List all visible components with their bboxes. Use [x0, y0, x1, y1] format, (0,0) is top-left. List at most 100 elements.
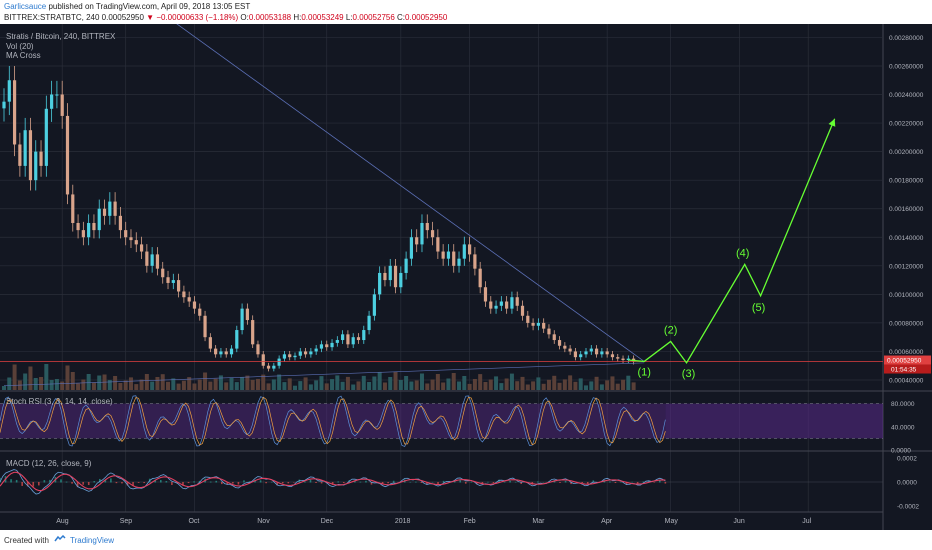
x-tick-label: Aug: [56, 518, 69, 525]
macd-histogram-bar: [281, 482, 284, 484]
macd-histogram-bar: [614, 482, 617, 484]
candle-body: [150, 254, 154, 266]
volume-bar: [515, 381, 520, 390]
volume-bar: [293, 385, 297, 390]
open-value: 0.00053188: [248, 13, 292, 22]
candle-body: [60, 94, 64, 116]
macd-histogram-bar: [171, 482, 173, 485]
macd-histogram-bar: [437, 482, 439, 485]
volume-bar: [441, 382, 446, 390]
volume-bar: [562, 379, 567, 390]
macd-legend: MACD (12, 26, close, 9): [6, 459, 92, 468]
volume-bar: [546, 379, 551, 390]
candle-body: [251, 320, 255, 345]
candle-body: [155, 254, 160, 269]
volume-bar: [144, 374, 149, 390]
volume-bar: [134, 384, 139, 390]
candle-body: [44, 108, 48, 166]
volume-bar: [345, 376, 350, 390]
x-tick-label: Oct: [188, 518, 199, 525]
volume-bar: [472, 379, 477, 390]
volume-bar: [457, 381, 462, 390]
volume-bar: [552, 375, 557, 390]
open-label: O:: [240, 13, 249, 22]
macd-histogram-bar: [38, 482, 40, 486]
trendline: [176, 24, 645, 362]
volume-bar: [303, 377, 308, 390]
volume-bar: [54, 379, 59, 390]
candle-body: [483, 287, 488, 302]
macd-histogram-bar: [476, 482, 478, 485]
volume-bar: [446, 378, 451, 390]
volume-bar: [483, 382, 488, 390]
volume-bar: [181, 380, 186, 390]
macd-histogram-bar: [26, 482, 29, 487]
macd-histogram-bar: [132, 482, 134, 486]
price-tag-label: 0.00052950: [887, 358, 922, 365]
volume-bar: [12, 364, 17, 390]
publish-header: Garlicsauce published on TradingView.com…: [0, 0, 932, 24]
symbol-name: BITTREX:STRATBTC, 240: [4, 13, 100, 22]
candle-body: [108, 201, 112, 216]
candle-body: [298, 351, 302, 356]
support-line: [3, 362, 645, 387]
tradingview-brand[interactable]: TradingView: [70, 536, 115, 545]
macd-histogram-bar: [636, 482, 639, 484]
macd-histogram-bar: [420, 482, 423, 483]
macd-histogram-bar: [243, 480, 245, 483]
stoch-d-line: [0, 396, 666, 446]
candle-body: [520, 305, 525, 316]
candle-body: [383, 272, 387, 281]
macd-histogram-bar: [453, 481, 456, 483]
chart-canvas[interactable]: 0.00280000 0.00260000 0.00240000 0.00220000…: [0, 24, 932, 530]
candle-body: [536, 322, 540, 326]
low-label: L:: [345, 13, 353, 22]
candle-body: [124, 230, 128, 238]
candle-body: [594, 348, 599, 355]
volume-bar: [86, 374, 91, 390]
macd-histogram-bar: [315, 482, 317, 484]
candle-body: [118, 215, 122, 231]
volume-bar: [91, 382, 96, 390]
x-tick-label: Sep: [120, 518, 133, 525]
macd-histogram-bar: [215, 480, 218, 483]
y-tick-label: 0.00080000: [889, 320, 924, 327]
candle-body: [616, 357, 620, 359]
candle-body: [50, 94, 54, 109]
volume-bar: [39, 377, 44, 390]
volume-bar: [28, 366, 33, 390]
macd-histogram-bar: [542, 481, 545, 483]
macd-histogram-bar: [586, 482, 589, 484]
y-tick-label: 0.00220000: [889, 121, 924, 128]
candle-body: [626, 358, 630, 361]
volume-bar: [589, 381, 594, 390]
y-tick-label: 0.00180000: [889, 178, 924, 185]
macd-histogram-bar: [647, 480, 650, 483]
candle-body: [71, 194, 75, 223]
macd-histogram-bar: [49, 479, 51, 483]
candle-body: [256, 344, 260, 355]
macd-histogram-bar: [664, 482, 667, 484]
candle-body: [87, 222, 91, 238]
x-tick-label: May: [665, 518, 679, 525]
candle-body: [229, 348, 234, 355]
volume-bar: [335, 375, 340, 390]
volume-bar: [631, 382, 636, 390]
volume-bar: [520, 376, 525, 390]
volume-bar: [509, 373, 514, 390]
macd-histogram-bar: [115, 482, 118, 484]
macd-histogram-bar: [337, 481, 340, 483]
volume-bar: [23, 373, 28, 390]
candle-body: [404, 258, 408, 273]
volume-bar: [419, 373, 424, 390]
y-tick-label: 0.00280000: [889, 35, 924, 42]
volume-bar: [107, 380, 112, 390]
macd-histogram-bar: [464, 482, 467, 484]
macd-histogram-bar: [60, 479, 62, 483]
chart-area[interactable]: 0.00280000 0.00260000 0.00240000 0.00220000…: [0, 24, 932, 530]
price-axis: [883, 24, 932, 530]
macd-histogram-bar: [470, 481, 473, 483]
candle-body: [441, 251, 445, 259]
author-link[interactable]: Garlicsauce: [4, 2, 47, 11]
macd-histogram-bar: [121, 482, 123, 484]
